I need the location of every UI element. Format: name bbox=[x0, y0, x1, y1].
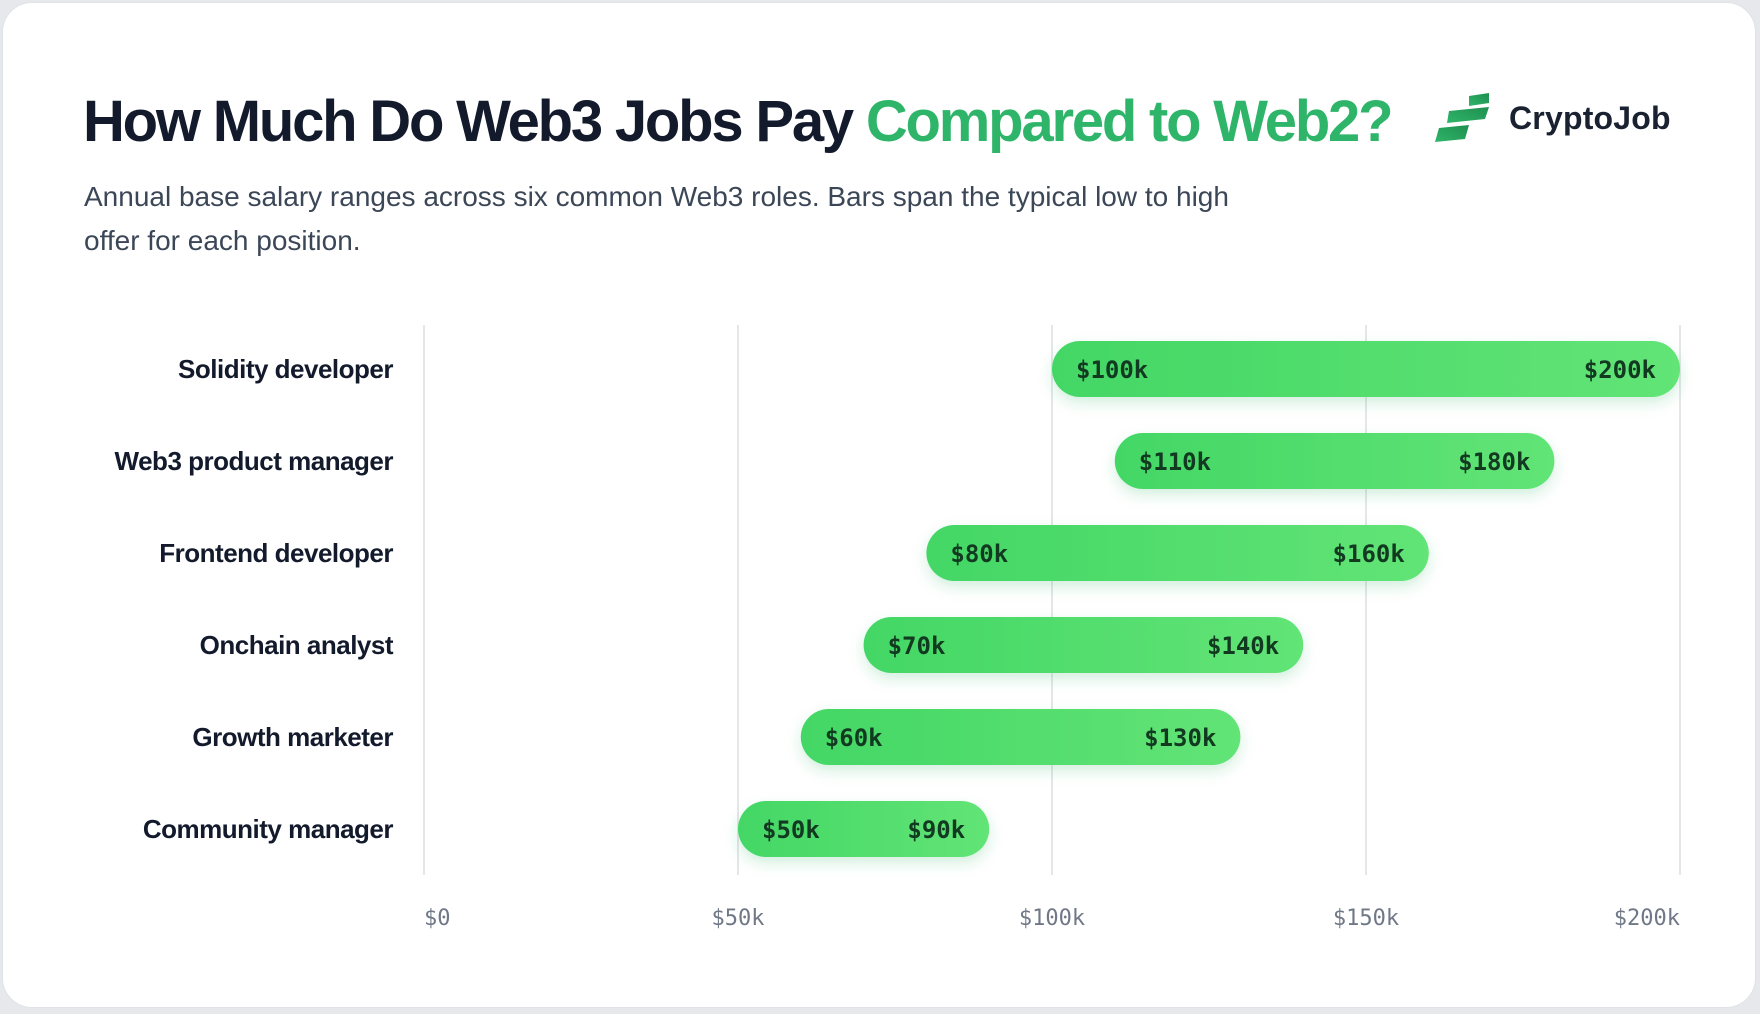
range-bar bbox=[926, 525, 1429, 581]
category-label: Web3 product manager bbox=[115, 446, 394, 476]
range-bar bbox=[738, 801, 990, 857]
x-tick-label: $150k bbox=[1333, 906, 1399, 931]
x-tick-label: $100k bbox=[1019, 906, 1085, 931]
page-title: How Much Do Web3 Jobs Pay Compared to We… bbox=[83, 87, 1394, 157]
bar-low-label: $70k bbox=[888, 632, 946, 660]
x-tick-label: $0 bbox=[424, 906, 451, 931]
bar-high-label: $130k bbox=[1144, 724, 1217, 752]
category-label: Solidity developer bbox=[178, 354, 393, 384]
bar-low-label: $80k bbox=[950, 540, 1008, 568]
x-tick-label: $200k bbox=[1614, 906, 1680, 931]
brand: CryptoJob bbox=[1435, 93, 1671, 143]
bar-low-label: $100k bbox=[1076, 356, 1149, 384]
bar-high-label: $90k bbox=[907, 816, 965, 844]
title-main: How Much Do Web3 Jobs Pay bbox=[83, 89, 854, 154]
bar-high-label: $140k bbox=[1207, 632, 1280, 660]
bar-low-label: $50k bbox=[762, 816, 820, 844]
page-subtitle: Annual base salary ranges across six com… bbox=[84, 181, 1229, 256]
category-label: Community manager bbox=[143, 814, 393, 844]
range-bar bbox=[863, 617, 1304, 673]
cryptojob-logo-icon bbox=[1435, 93, 1489, 142]
bar-high-label: $160k bbox=[1333, 540, 1406, 568]
bar-low-label: $60k bbox=[825, 724, 883, 752]
bar-low-label: $110k bbox=[1139, 448, 1212, 476]
category-label: Growth marketer bbox=[192, 722, 393, 752]
category-label: Frontend developer bbox=[159, 538, 393, 568]
category-label: Onchain analyst bbox=[200, 630, 394, 660]
range-bar bbox=[1114, 433, 1555, 489]
bar-high-label: $200k bbox=[1584, 356, 1657, 384]
salary-range-chart: $0 $50k $100k $150k $200k Solidity developer $… bbox=[115, 325, 1681, 931]
brand-name: CryptoJob bbox=[1509, 99, 1671, 136]
bar-high-label: $180k bbox=[1458, 448, 1531, 476]
x-tick-label: $50k bbox=[712, 906, 765, 931]
range-bar bbox=[1052, 341, 1680, 397]
range-bar bbox=[800, 709, 1241, 765]
title-accent: Compared to Web2? bbox=[865, 89, 1394, 154]
